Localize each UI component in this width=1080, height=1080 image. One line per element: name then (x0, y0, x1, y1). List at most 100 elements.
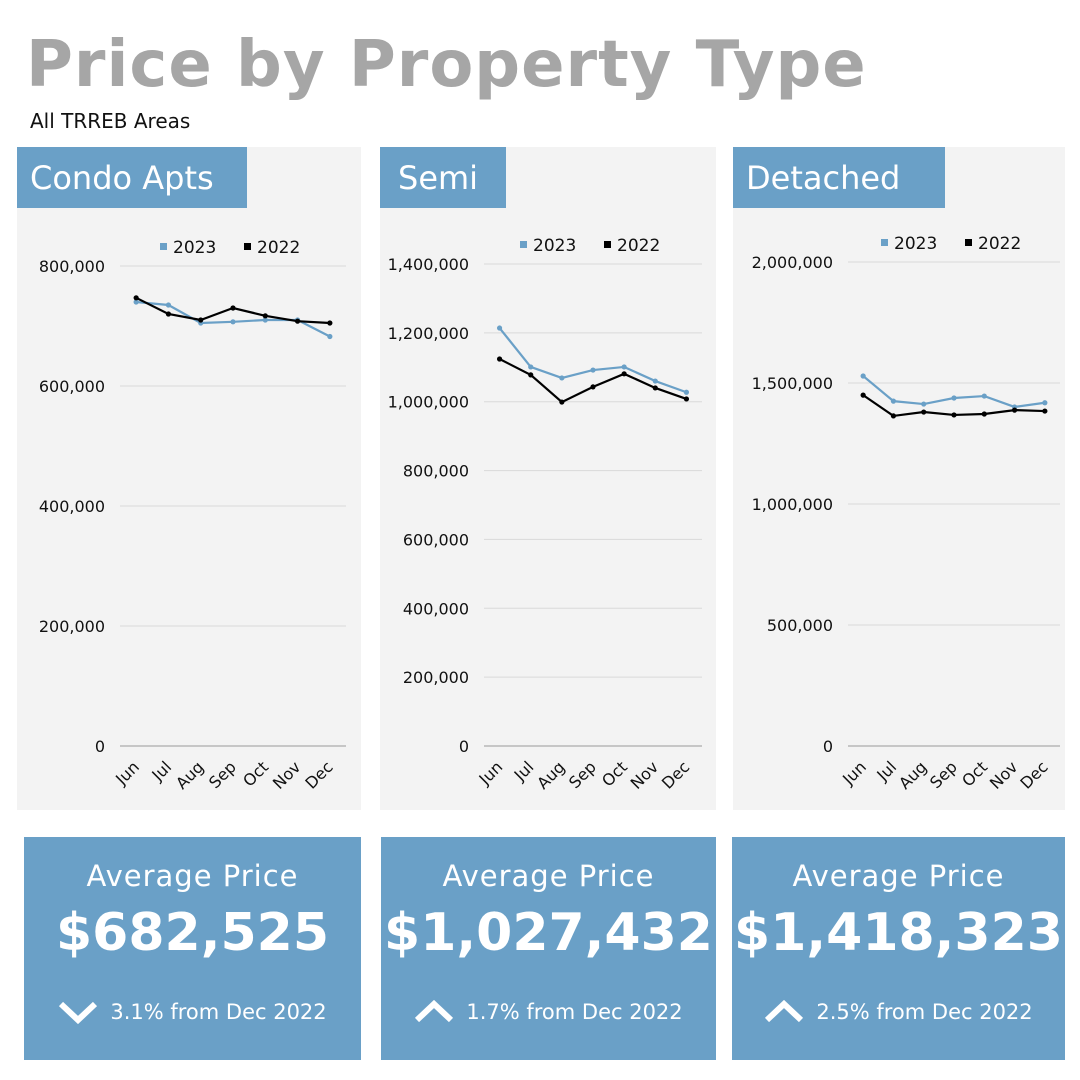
panel-header (17, 147, 247, 208)
point (683, 396, 690, 402)
point (496, 325, 503, 331)
card-label: Average Price (442, 859, 655, 893)
up-arrow (765, 1000, 804, 1023)
y-tick-label: 0 (459, 737, 469, 756)
point (981, 393, 987, 399)
point (165, 311, 172, 317)
legend-label: 2022 (257, 238, 300, 258)
page-title: Price by Property Type (26, 28, 867, 102)
point (590, 367, 596, 373)
card-change: 3.1% from Dec 2022 (24, 1000, 361, 1024)
point (198, 317, 204, 323)
point (921, 409, 927, 415)
point (230, 305, 236, 311)
y-tick-label: 800,000 (403, 462, 469, 481)
point (327, 320, 333, 326)
card-change: 1.7% from Dec 2022 (381, 1000, 716, 1024)
y-tick-label: 600,000 (403, 530, 469, 549)
card-value: $1,027,432 (384, 903, 713, 963)
stat-card: Average Price $1,418,323 2.5% from Dec 2… (732, 837, 1065, 1060)
y-tick-label: 1,200,000 (388, 324, 469, 343)
point (165, 302, 172, 308)
change-text: 1.7% from Dec 2022 (466, 1000, 683, 1024)
point (327, 333, 333, 340)
point (1011, 407, 1018, 413)
legend-swatch (881, 239, 888, 246)
y-tick-label: 400,000 (403, 599, 469, 618)
point (133, 299, 139, 305)
charts: Condo Apts0200,000400,000600,000800,000J… (17, 147, 1065, 810)
y-tick-label: 1,000,000 (388, 393, 469, 412)
legend-label: 2023 (173, 238, 216, 258)
card-label: Average Price (86, 859, 299, 893)
legend-swatch (244, 243, 251, 250)
point (528, 372, 534, 378)
legend-swatch (604, 241, 611, 248)
point (1042, 408, 1048, 414)
point (921, 401, 927, 407)
y-tick-label: 800,000 (39, 257, 105, 276)
y-tick-label: 2,000,000 (752, 253, 833, 272)
card-value: $682,525 (55, 903, 330, 963)
panel (733, 147, 1065, 810)
point (621, 364, 627, 370)
change-text: 3.1% from Dec 2022 (110, 1000, 327, 1024)
legend-swatch (520, 241, 527, 248)
y-tick-label: 0 (823, 737, 833, 756)
point (951, 412, 957, 418)
point (652, 378, 658, 384)
chart-title: Semi (398, 159, 478, 197)
legend-label: 2023 (894, 234, 937, 254)
card-label: Average Price (792, 859, 1005, 893)
point (1042, 400, 1048, 406)
chart-title: Condo Apts (30, 159, 214, 197)
point (590, 384, 596, 390)
point (559, 399, 565, 405)
point (262, 317, 268, 323)
stat-card: Average Price $1,027,432 1.7% from Dec 2… (381, 837, 716, 1060)
down-arrow (59, 1001, 98, 1024)
point (683, 389, 690, 395)
y-tick-label: 0 (95, 737, 105, 756)
y-tick-label: 600,000 (39, 377, 105, 396)
y-tick-label: 1,400,000 (388, 255, 469, 274)
legend-label: 2022 (978, 234, 1021, 254)
card-value: $1,418,323 (734, 903, 1063, 963)
point (559, 375, 565, 381)
page-subtitle: All TRREB Areas (30, 109, 191, 133)
y-tick-label: 500,000 (767, 616, 833, 635)
point (652, 385, 658, 391)
card-change: 2.5% from Dec 2022 (732, 1000, 1065, 1024)
y-tick-label: 1,000,000 (752, 495, 833, 514)
y-tick-label: 200,000 (39, 617, 105, 636)
point (860, 373, 866, 379)
legend-swatch (965, 239, 972, 246)
y-tick-label: 400,000 (39, 497, 105, 516)
stat-card: Average Price $682,525 3.1% from Dec 202… (24, 837, 361, 1060)
point (262, 313, 268, 319)
panel (17, 147, 361, 810)
point (621, 371, 627, 377)
point (860, 392, 866, 398)
point (133, 295, 139, 301)
point (496, 356, 503, 362)
point (951, 395, 957, 401)
point (294, 318, 301, 324)
panel-header (380, 147, 506, 208)
legend-label: 2022 (617, 236, 660, 256)
point (230, 319, 236, 325)
point (890, 413, 897, 419)
y-tick-label: 200,000 (403, 668, 469, 687)
panel-header (733, 147, 945, 208)
y-tick-label: 1,500,000 (752, 374, 833, 393)
point (890, 398, 897, 404)
chart-title: Detached (746, 159, 900, 197)
legend-swatch (160, 243, 167, 250)
legend-label: 2023 (533, 236, 576, 256)
panel (380, 147, 716, 810)
point (528, 364, 534, 370)
point (981, 411, 987, 417)
change-text: 2.5% from Dec 2022 (816, 1000, 1033, 1024)
up-arrow (415, 1000, 454, 1023)
